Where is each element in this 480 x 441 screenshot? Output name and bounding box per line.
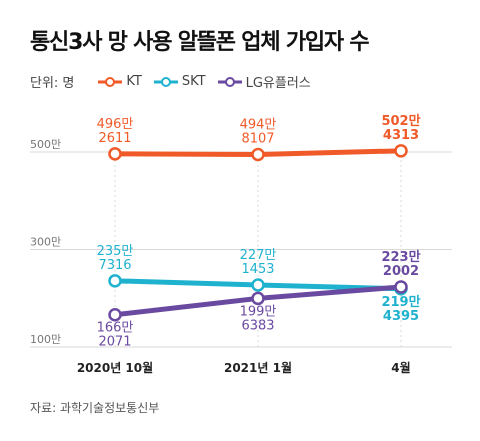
data-label-bottom: 1453: [241, 262, 274, 277]
data-point: [394, 280, 408, 294]
y-tick-label: 100만: [30, 333, 61, 346]
data-point: [251, 147, 265, 162]
data-label-bottom: 2071: [98, 335, 131, 350]
data-label-top: 496만: [97, 117, 134, 132]
x-tick-label: 4월: [391, 360, 410, 375]
data-point: [251, 278, 265, 292]
data-label-top: 219만: [381, 294, 420, 310]
legend-label-kt: KT: [126, 74, 142, 89]
legend-label-lg: LG유플러스: [245, 76, 311, 91]
data-point: [251, 291, 265, 306]
unit-label: 단위: 명: [30, 76, 75, 91]
data-label-bottom: 4313: [383, 128, 419, 143]
x-tick-label: 2020년 10월: [77, 360, 153, 375]
data-point: [394, 144, 408, 158]
data-label-top: 502만: [381, 113, 420, 129]
chart-title: 통신3사 망 사용 알뜰폰 업체 가입자 수: [30, 30, 370, 55]
legend-item-kt: KT: [98, 74, 142, 89]
legend-item-skt: SKT: [153, 74, 206, 89]
data-point: [108, 307, 122, 322]
legend-swatch-lg-icon: [217, 76, 242, 87]
data-point: [108, 274, 122, 288]
legend-label-skt: SKT: [181, 74, 206, 89]
y-tick-label: 300만: [30, 236, 61, 249]
data-point: [108, 147, 122, 161]
data-label-bottom: 6383: [241, 318, 274, 333]
source-note: 자료: 과학기술정보통신부: [30, 401, 160, 415]
data-label-bottom: 4395: [383, 309, 419, 324]
data-label-top: 494만: [240, 118, 277, 133]
data-label-bottom: 2611: [98, 131, 131, 146]
x-tick-label: 2021년 1월: [224, 360, 292, 375]
legend-swatch-kt-icon: [98, 76, 123, 87]
data-label-top: 223만: [381, 249, 420, 265]
data-label-top: 235만: [97, 244, 134, 259]
data-label-bottom: 2002: [383, 264, 419, 279]
legend-item-lg: LG유플러스: [217, 72, 311, 91]
y-tick-label: 500만: [30, 138, 61, 151]
legend-swatch-skt-icon: [153, 76, 178, 87]
data-label-bottom: 7316: [98, 258, 131, 273]
data-label-bottom: 8107: [241, 132, 274, 147]
data-label-top: 227만: [240, 248, 277, 263]
data-label-top: 199만: [240, 304, 277, 319]
legend: 단위: 명 KT SKT LG유플러스: [30, 72, 323, 91]
data-label-top: 166만: [97, 321, 134, 336]
